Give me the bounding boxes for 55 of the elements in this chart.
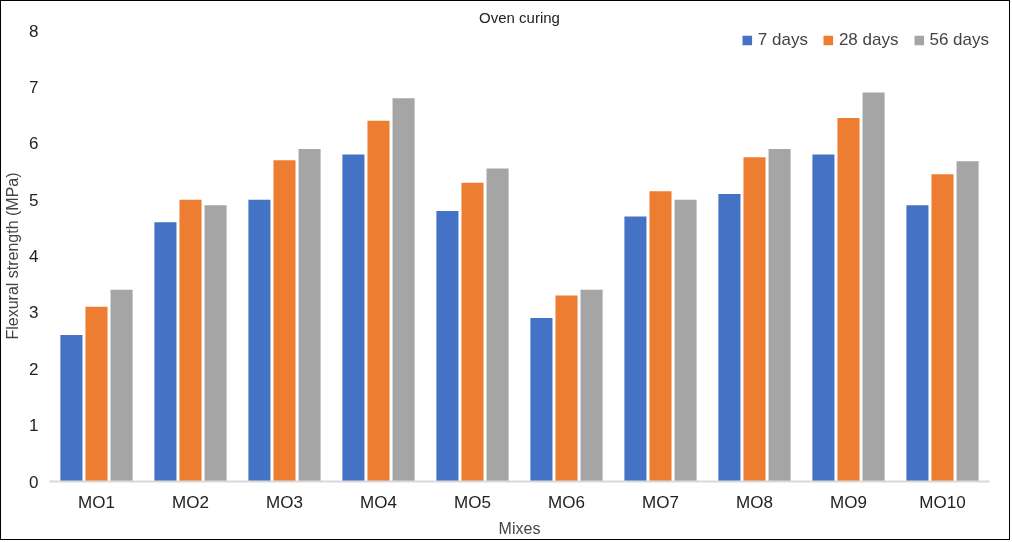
bar: [812, 154, 835, 482]
bar: [273, 160, 296, 482]
y-tick-label: 3: [29, 303, 39, 323]
y-tick-label: 7: [29, 77, 39, 97]
bar: [743, 157, 766, 482]
bar: [580, 289, 603, 482]
bar: [179, 199, 202, 482]
x-tick-label: MO6: [548, 492, 585, 512]
bar: [204, 205, 227, 482]
bar: [555, 295, 578, 482]
bar: [342, 154, 365, 482]
x-tick-label: MO4: [360, 492, 397, 512]
x-tick-label: MO2: [172, 492, 209, 512]
bar: [60, 334, 83, 482]
legend-label: 7 days: [757, 30, 808, 50]
bar: [718, 193, 741, 482]
bar: [906, 205, 929, 482]
bar: [461, 182, 484, 482]
bar: [931, 174, 954, 482]
bar: [837, 117, 860, 482]
bar: [248, 199, 271, 482]
bar: [110, 289, 133, 482]
y-tick-label: 1: [29, 416, 39, 436]
x-tick-label: MO7: [642, 492, 679, 512]
x-tick-label: MO1: [78, 492, 115, 512]
bar: [154, 222, 177, 482]
x-tick-label: MO8: [736, 492, 773, 512]
bar: [956, 161, 979, 482]
bar: [649, 191, 672, 482]
bar: [674, 199, 697, 482]
legend-label: 56 days: [929, 30, 989, 50]
y-axis-title: Flexural strength (MPa): [4, 172, 22, 340]
chart-title: Oven curing: [479, 8, 560, 26]
bar: [530, 318, 553, 482]
bar: [862, 92, 885, 482]
x-tick-label: MO10: [919, 492, 966, 512]
y-tick-label: 6: [29, 134, 39, 154]
x-tick-label: MO3: [266, 492, 303, 512]
x-axis-title: Mixes: [498, 519, 541, 537]
y-tick-label: 2: [29, 359, 39, 379]
bar: [768, 148, 791, 482]
legend-label: 28 days: [838, 30, 899, 50]
bar: [367, 120, 390, 482]
y-tick-label: 0: [29, 472, 39, 492]
y-tick-label: 5: [29, 190, 39, 210]
bar: [85, 306, 108, 482]
bar: [298, 148, 321, 482]
bar: [436, 210, 459, 482]
x-tick-label: MO9: [830, 492, 867, 512]
bar: [624, 216, 647, 482]
x-tick-label: MO5: [454, 492, 491, 512]
bar: [486, 168, 509, 482]
y-tick-label: 8: [29, 21, 39, 41]
bar: [392, 98, 415, 482]
y-tick-label: 4: [29, 247, 39, 266]
